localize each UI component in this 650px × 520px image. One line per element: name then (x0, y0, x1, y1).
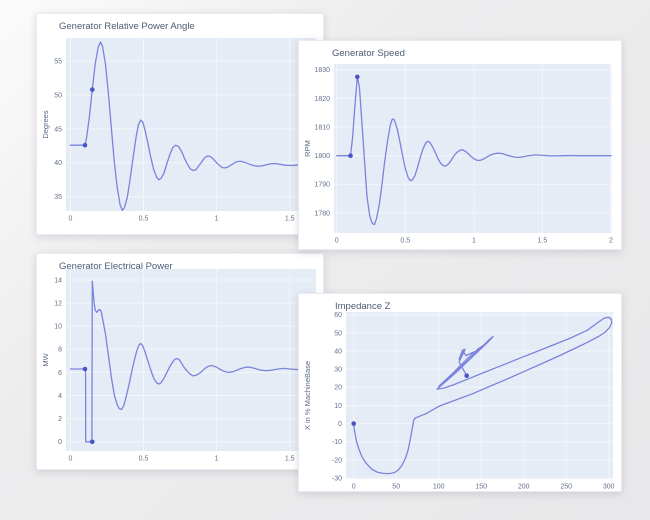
y-tick-label: -10 (332, 439, 342, 446)
y-axis-label: RPM (303, 140, 312, 157)
x-tick-label: 250 (560, 484, 572, 491)
y-tick-label: 4 (58, 393, 62, 400)
marker-point (90, 439, 95, 445)
y-tick-label: 1830 (314, 67, 330, 74)
trace-speed (336, 76, 612, 226)
marker-point (82, 142, 88, 148)
y-tick-label: -30 (332, 476, 342, 483)
x-tick-label: 300 (603, 484, 615, 491)
x-tick-label: 0.5 (139, 216, 149, 223)
y-tick-label: 50 (54, 92, 62, 99)
y-tick-label: 2 (58, 416, 62, 423)
panel-power-angle: 0 0.5 1 1.5 35 40 45 50 55 Degrees Generator Rela… (36, 13, 324, 235)
y-tick-label: 10 (334, 403, 342, 410)
chart-canvas-generator-speed[interactable]: 0 0.5 1 1.5 2 1780 1790 1800 1810 1820 1830 RPM (299, 41, 621, 249)
chart-title-power-angle: Generator Relative Power Angle (59, 21, 195, 32)
x-tick-label: 0.5 (400, 238, 410, 245)
y-tick-label: 55 (54, 59, 62, 66)
panel-electrical-power: 0 0.5 1 1.5 0 2 4 6 8 10 12 14 MW Generator Electric… (36, 253, 324, 470)
y-tick-label: 45 (54, 126, 62, 133)
x-tick-label: 0 (352, 484, 356, 491)
marker-point (355, 74, 360, 80)
y-tick-label: 20 (334, 385, 342, 392)
x-tick-label: 200 (518, 484, 530, 491)
trace-electrical-power (69, 280, 313, 443)
y-tick-label: 60 (334, 312, 342, 319)
x-tick-label: 1.5 (285, 216, 295, 223)
y-tick-label: 40 (334, 348, 342, 355)
y-tick-label: 50 (334, 330, 342, 337)
x-tick-label: 1 (472, 238, 476, 245)
marker-point (82, 366, 88, 372)
y-tick-label: 1780 (314, 210, 330, 217)
chart-title-electrical-power: Generator Electrical Power (59, 261, 173, 272)
y-tick-label: 1800 (314, 153, 330, 160)
x-tick-label: 0 (335, 238, 339, 245)
y-tick-label: 6 (58, 370, 62, 377)
plot-area (334, 64, 611, 233)
y-tick-label: -20 (332, 457, 342, 464)
x-tick-label: 50 (392, 484, 400, 491)
y-tick-label: 12 (54, 301, 62, 308)
y-tick-label: 0 (338, 421, 342, 428)
marker-point (90, 87, 95, 92)
x-tick-label: 1 (215, 216, 219, 223)
plot-area (346, 312, 613, 479)
y-axis-label: MW (41, 352, 50, 366)
chart-title-generator-speed: Generator Speed (332, 48, 405, 59)
y-tick-label: 8 (58, 347, 62, 354)
x-tick-label: 2 (609, 238, 613, 245)
x-tick-label: 100 (433, 484, 445, 491)
y-tick-label: 40 (54, 160, 62, 167)
marker-point (351, 421, 356, 426)
y-tick-label: 30 (334, 367, 342, 374)
marker-point (464, 373, 469, 378)
trace-power-angle (69, 41, 313, 211)
y-tick-label: 1810 (314, 124, 330, 131)
y-tick-label: 1820 (314, 96, 330, 103)
x-tick-label: 0.5 (139, 456, 149, 463)
marker-point (348, 153, 353, 158)
x-tick-label: 0 (68, 456, 72, 463)
chart-title-impedance-z: Impedance Z (335, 301, 391, 312)
chart-canvas-electrical-power[interactable]: 0 0.5 1 1.5 0 2 4 6 8 10 12 14 MW (37, 254, 323, 469)
x-tick-label: 150 (475, 484, 487, 491)
y-tick-label: 10 (54, 324, 62, 331)
y-tick-label: 35 (54, 194, 62, 201)
chart-canvas-power-angle[interactable]: 0 0.5 1 1.5 35 40 45 50 55 Degrees (37, 14, 323, 234)
y-tick-label: 14 (54, 277, 62, 284)
y-axis-label: X in % MachineBase (303, 361, 312, 430)
x-tick-label: 1 (215, 456, 219, 463)
plot-area (66, 38, 316, 211)
trace-impedance-locus (353, 316, 613, 475)
panel-impedance-z: 0 50 100 150 200 250 300 -30 -20 -10 0 10 20 30 40 50 60… (298, 293, 622, 492)
panel-generator-speed: 0 0.5 1 1.5 2 1780 1790 1800 1810 1820 1830 RPM Gen… (298, 40, 622, 250)
x-tick-label: 1.5 (285, 456, 295, 463)
x-tick-label: 0 (68, 216, 72, 223)
x-tick-label: 1.5 (538, 238, 548, 245)
y-tick-label: 0 (58, 439, 62, 446)
chart-canvas-impedance-z[interactable]: 0 50 100 150 200 250 300 -30 -20 -10 0 10 20 30 40 50 60… (299, 294, 621, 491)
y-axis-label: Degrees (41, 110, 50, 139)
plot-area (66, 269, 316, 451)
y-tick-label: 1790 (314, 182, 330, 189)
